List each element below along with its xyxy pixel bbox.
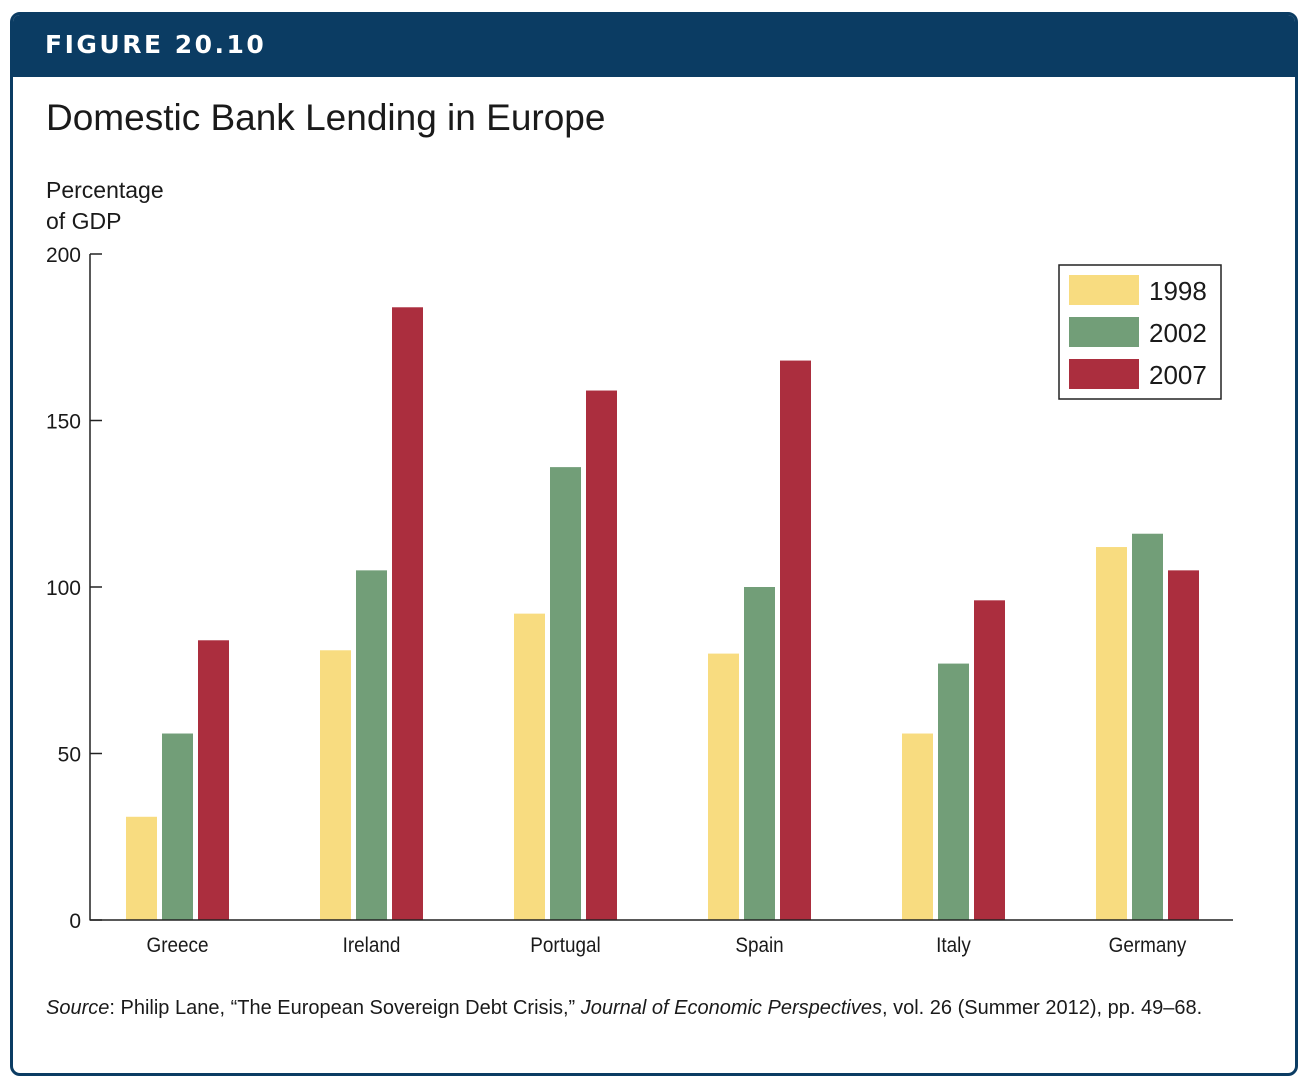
bar-1998-portugal (514, 613, 545, 920)
bar-1998-ireland (320, 650, 351, 920)
y-tick-label: 0 (69, 910, 81, 933)
bar-2002-ireland (356, 570, 387, 920)
x-tick-label-germany: Germany (1109, 934, 1187, 957)
figure-label: FIGURE 20.10 (45, 30, 267, 59)
y-tick-label: 150 (46, 411, 81, 434)
x-tick-label-spain: Spain (735, 934, 783, 957)
bar-2002-italy (938, 663, 969, 920)
x-tick-label-portugal: Portugal (530, 934, 600, 957)
source-note: Source: Philip Lane, “The European Sover… (46, 995, 1276, 1022)
legend-swatch-2007 (1069, 359, 1139, 389)
bar-2007-greece (198, 640, 229, 920)
x-tick-label-greece: Greece (147, 934, 209, 957)
source-author-text: : Philip Lane, “The European Sovereign D… (109, 997, 581, 1019)
x-tick-label-ireland: Ireland (343, 934, 401, 957)
legend-label-2007: 2007 (1149, 360, 1207, 390)
source-rest: , vol. 26 (Summer 2012), pp. 49–68. (881, 997, 1203, 1019)
y-axis-label-line: of GDP (46, 208, 121, 234)
bar-2007-spain (780, 360, 811, 920)
bar-2002-germany (1132, 533, 1163, 920)
y-axis-label-line: Percentage (46, 177, 164, 203)
bar-2002-greece (162, 733, 193, 920)
x-tick-label-italy: Italy (936, 934, 971, 957)
bar-2007-italy (974, 600, 1005, 920)
legend-label-2002: 2002 (1149, 318, 1207, 348)
bar-2007-portugal (586, 390, 617, 920)
y-tick-label: 100 (46, 577, 81, 600)
source-label: Source (46, 997, 110, 1019)
bar-2002-portugal (550, 467, 581, 920)
y-tick-label: 200 (46, 244, 81, 267)
bar-2002-spain (744, 587, 775, 920)
bar-1998-italy (902, 733, 933, 920)
bar-1998-germany (1096, 547, 1127, 920)
figure-banner: FIGURE 20.10 (13, 15, 1295, 77)
bar-2007-germany (1168, 570, 1199, 920)
legend-swatch-2002 (1069, 317, 1139, 347)
legend-label-1998: 1998 (1149, 276, 1207, 306)
bar-1998-greece (126, 816, 157, 920)
y-tick-label: 50 (58, 744, 81, 767)
chart-title: Domestic Bank Lending in Europe (46, 97, 606, 138)
bar-1998-spain (708, 653, 739, 920)
source-journal: Journal of Economic Perspectives (580, 997, 882, 1019)
legend-swatch-1998 (1069, 275, 1139, 305)
bar-2007-ireland (392, 307, 423, 920)
